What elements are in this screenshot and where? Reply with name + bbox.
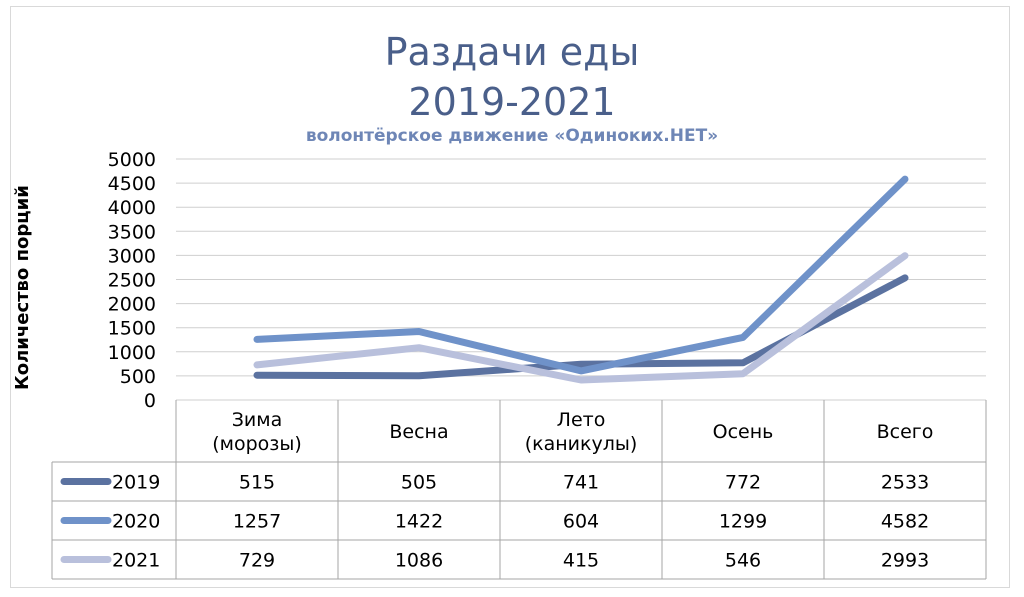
legend-label-2019: 2019 [112,472,160,494]
table-value: 604 [563,511,599,533]
chart-subtitle: волонтёрское движение «Одиноких.НЕТ» [305,126,719,146]
category-label: (морозы) [212,433,302,455]
table-value: 1422 [395,511,443,533]
y-tick-label: 500 [120,366,156,388]
table-value: 2993 [881,550,929,572]
table-value: 546 [725,550,761,572]
y-tick-label: 5000 [108,149,156,171]
table-value: 4582 [881,511,929,533]
table-value: 415 [563,550,599,572]
y-tick-label: 4000 [108,197,156,219]
y-tick-label: 4500 [108,173,156,195]
table-value: 741 [563,472,599,494]
y-tick-label: 3500 [108,221,156,243]
category-label: Зима [232,409,283,431]
y-tick-label: 1500 [108,318,156,340]
category-label: Лето [557,409,606,431]
y-tick-label: 1000 [108,342,156,364]
table-value: 515 [239,472,275,494]
table-value: 1086 [395,550,443,572]
category-label: (каникулы) [525,433,638,455]
y-tick-label: 2000 [108,294,156,316]
table-value: 2533 [881,472,929,494]
table-value: 1257 [233,511,281,533]
table-value: 772 [725,472,761,494]
table-value: 1299 [719,511,767,533]
legend-label-2020: 2020 [112,511,160,533]
category-label: Всего [877,421,934,443]
series-line-2020 [253,175,909,375]
y-tick-label: 0 [144,390,156,412]
table-value: 729 [239,550,275,572]
y-tick-label: 2500 [108,270,156,292]
chart-title-line2: 2019-2021 [408,80,616,124]
y-tick-label: 3000 [108,245,156,267]
series-line-2021 [253,252,909,384]
chart-title-line1: Раздачи еды [384,30,640,74]
category-label: Весна [389,421,448,443]
legend-label-2021: 2021 [112,550,160,572]
table-value: 505 [401,472,437,494]
category-label: Осень [713,421,774,443]
